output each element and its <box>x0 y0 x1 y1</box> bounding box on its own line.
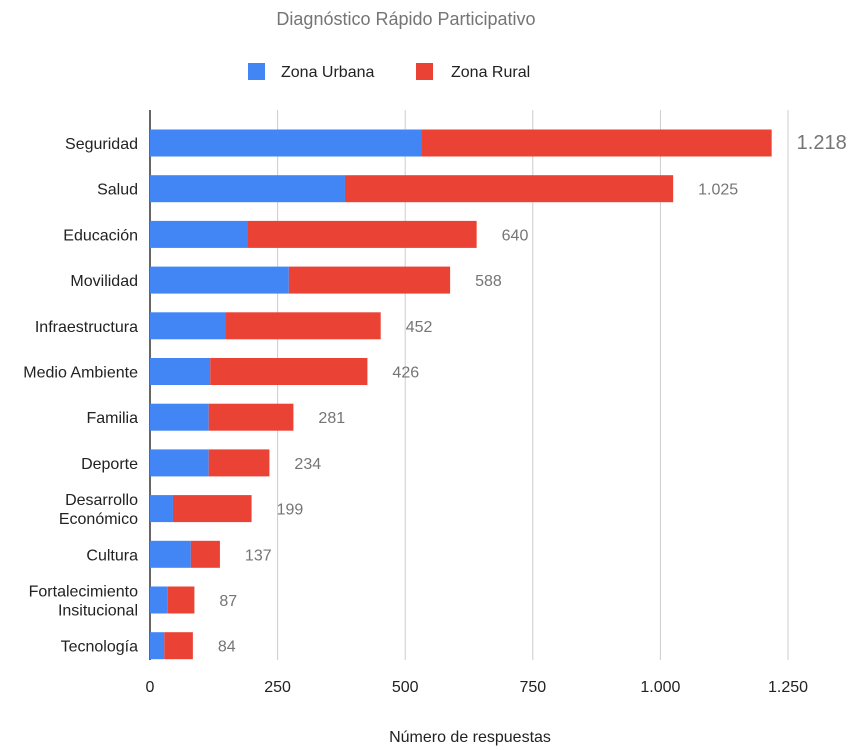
bar-segment-urbana <box>150 495 173 523</box>
bar-segment-urbana <box>150 449 209 477</box>
total-label: 234 <box>294 456 321 473</box>
total-label: 452 <box>406 319 433 336</box>
x-axis-title: Número de respuestas <box>389 729 551 746</box>
bar-segment-urbana <box>150 175 345 203</box>
bar-segment-urbana <box>150 129 422 157</box>
total-label: 1.218 <box>797 132 847 154</box>
x-tick-label: 250 <box>264 679 291 696</box>
bar-segment-rural <box>210 358 368 385</box>
bar-segment-rural <box>190 540 220 568</box>
legend-swatch-rural <box>416 63 433 80</box>
bar-segment-rural <box>164 632 193 660</box>
bar-segment-urbana <box>150 403 209 431</box>
legend-label-rural: Zona Rural <box>451 64 530 81</box>
category-label: Medio Ambiente <box>23 365 138 382</box>
x-tick-label: 750 <box>519 679 546 696</box>
category-label: Tecnología <box>61 639 138 656</box>
bar-segment-urbana <box>150 632 165 660</box>
legend: Zona Urbana Zona Rural <box>248 63 530 81</box>
total-label: 137 <box>245 547 272 564</box>
category-label: Seguridad <box>65 136 138 153</box>
category-label: Deporte <box>81 456 138 473</box>
bar-segment-urbana <box>150 266 289 294</box>
bar-segment-rural <box>288 266 451 294</box>
bar-segment-rural <box>247 220 477 248</box>
bar-segment-rural <box>225 312 381 340</box>
category-label: Salud <box>97 182 138 199</box>
legend-swatch-urbana <box>248 63 265 80</box>
x-tick-label: 1.000 <box>640 679 680 696</box>
labels: 0 250 500 750 1.000 1.250 1.218 Seguridad 1.025 S… <box>23 132 846 696</box>
bar-segment-urbana <box>150 312 226 340</box>
total-label: 84 <box>218 639 236 656</box>
bar-segment-rural <box>167 586 195 614</box>
total-label: 640 <box>502 227 529 244</box>
total-label: 1.025 <box>698 182 738 199</box>
category-label: Movilidad <box>70 273 138 290</box>
bar-segment-rural <box>421 129 772 157</box>
legend-label-urbana: Zona Urbana <box>281 64 374 81</box>
category-label: Cultura <box>86 547 138 564</box>
bar-segment-urbana <box>150 358 211 385</box>
bar-segment-urbana <box>150 220 248 248</box>
bar-segment-urbana <box>150 540 191 568</box>
bar-segment-rural <box>344 175 674 203</box>
category-label: Educación <box>63 227 138 244</box>
x-tick-label: 500 <box>392 679 419 696</box>
bar-segment-rural <box>172 495 252 523</box>
total-label: 87 <box>219 593 237 610</box>
x-tick-label: 1.250 <box>768 679 808 696</box>
category-label: Fortalecimiento Insitucional <box>29 584 138 620</box>
total-label: 281 <box>318 410 345 427</box>
total-label: 588 <box>475 273 502 290</box>
bar-segment-rural <box>208 449 270 477</box>
bar-segment-urbana <box>150 586 168 614</box>
category-label: Familia <box>86 410 138 427</box>
chart-title: Diagnóstico Rápido Participativo <box>276 9 535 29</box>
category-label: Infraestructura <box>35 319 138 336</box>
category-label: Desarrollo Económico <box>59 492 138 528</box>
x-tick-label: 0 <box>146 679 155 696</box>
bar-segment-rural <box>208 403 294 431</box>
bars <box>150 129 772 660</box>
total-label: 199 <box>277 502 304 519</box>
total-label: 426 <box>392 365 419 382</box>
